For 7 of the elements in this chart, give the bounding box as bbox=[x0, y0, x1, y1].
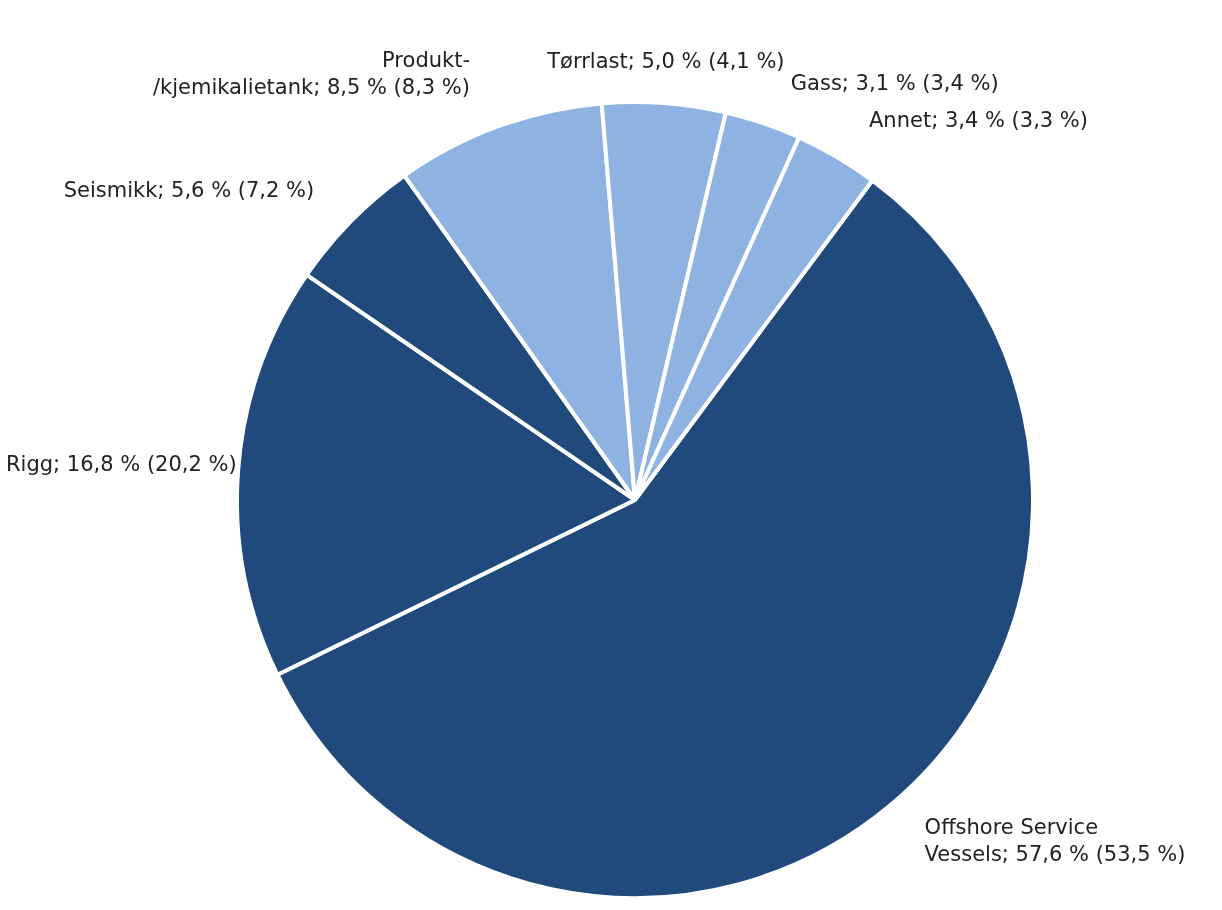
slice-label: Seismikk; 5,6 % (7,2 %) bbox=[63, 178, 315, 203]
slice-label: Gass; 3,1 % (3,4 %) bbox=[790, 71, 999, 96]
slice-label: Offshore Service Vessels; 57,6 % (53,5 %) bbox=[924, 815, 1186, 867]
slice-label: Annet; 3,4 % (3,3 %) bbox=[868, 108, 1089, 133]
slice-label: Produkt-/kjemikalietank; 8,5 % (8,3 %) bbox=[153, 48, 471, 100]
slice-label: Rigg; 16,8 % (20,2 %) bbox=[6, 451, 237, 476]
slice-label: Tørrlast; 5,0 % (4,1 %) bbox=[546, 49, 785, 74]
